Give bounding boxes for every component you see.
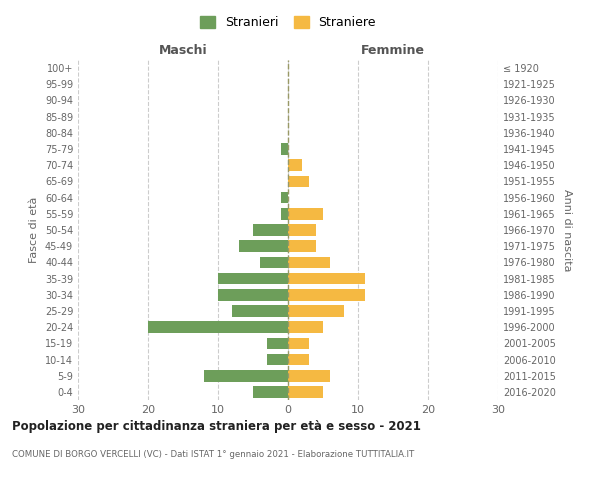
Bar [281,208,288,220]
Y-axis label: Fasce di età: Fasce di età [29,197,39,263]
Text: COMUNE DI BORGO VERCELLI (VC) - Dati ISTAT 1° gennaio 2021 - Elaborazione TUTTIT: COMUNE DI BORGO VERCELLI (VC) - Dati IST… [12,450,414,459]
Bar [232,305,288,317]
Bar [288,354,309,366]
Text: Femmine: Femmine [361,44,425,57]
Bar [288,338,309,349]
Legend: Stranieri, Straniere: Stranieri, Straniere [195,11,381,34]
Bar [148,322,288,333]
Bar [288,386,323,398]
Bar [260,256,288,268]
Text: Popolazione per cittadinanza straniera per età e sesso - 2021: Popolazione per cittadinanza straniera p… [12,420,421,433]
Bar [288,305,344,317]
Bar [288,272,365,284]
Bar [239,240,288,252]
Bar [281,192,288,203]
Bar [288,256,330,268]
Bar [218,272,288,284]
Bar [281,143,288,155]
Bar [288,322,323,333]
Bar [288,370,330,382]
Bar [218,289,288,300]
Bar [288,224,316,236]
Bar [288,160,302,171]
Bar [288,208,323,220]
Bar [267,354,288,366]
Bar [288,176,309,188]
Bar [288,289,365,300]
Bar [288,240,316,252]
Text: Maschi: Maschi [158,44,208,57]
Bar [267,338,288,349]
Bar [204,370,288,382]
Bar [253,224,288,236]
Bar [253,386,288,398]
Y-axis label: Anni di nascita: Anni di nascita [562,188,572,271]
